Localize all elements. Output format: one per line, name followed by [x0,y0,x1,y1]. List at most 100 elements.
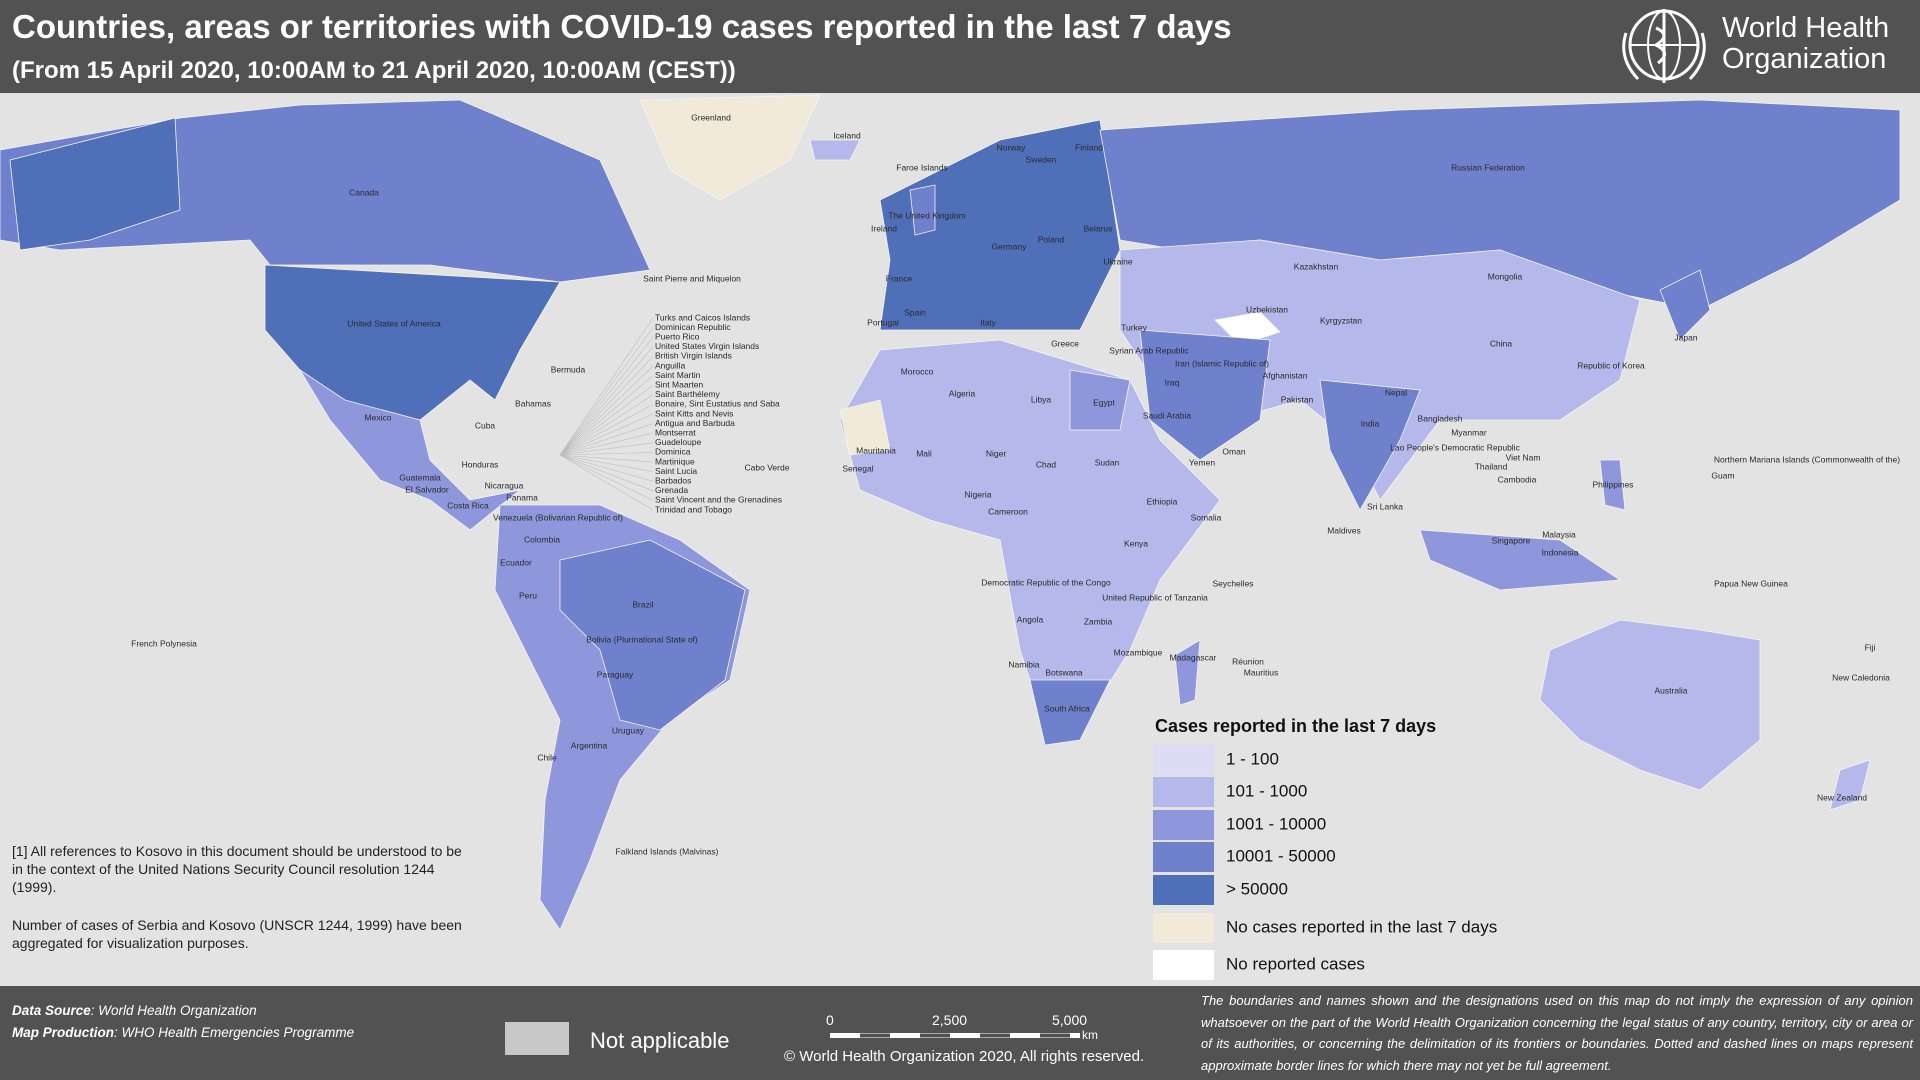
country-label: Bangladesh [1418,413,1463,423]
country-label: Finland [1075,142,1103,152]
country-label: Iran (Islamic Republic of) [1175,358,1269,368]
legend-swatch [1153,913,1214,943]
scale-label: 5,000 [1052,1012,1088,1028]
leader-line [559,442,654,456]
leader-line [559,365,654,456]
country-label: Saint Martin [655,370,701,380]
country-label: Cabo Verde [745,462,790,472]
country-label: Republic of Korea [1577,360,1645,370]
country-label: Panama [506,492,538,502]
country-label: Nicaragua [485,480,524,490]
country-label: Bonaire, Sint Eustatius and Saba [655,399,780,409]
legend-label: 101 - 1000 [1226,781,1307,800]
country-label: Mauritius [1244,667,1278,677]
country-label: Guadeloupe [655,437,702,447]
leader-line [559,356,654,456]
country-label: Colombia [524,534,560,544]
country-label: Portugal [867,317,899,327]
country-label: South Africa [1044,703,1090,713]
country-label: Nepal [1385,387,1407,397]
country-label: New Caledonia [1832,672,1890,682]
country-label: United States Virgin Islands [655,341,759,351]
legend-swatch [1153,777,1214,807]
legend-title: Cases reported in the last 7 days [1155,716,1436,736]
country-label: Somalia [1191,512,1222,522]
country-label: Seychelles [1212,578,1253,588]
leader-line [559,454,654,482]
country-label: Sudan [1095,457,1120,467]
country-label: Iceland [833,130,861,140]
copyright: © World Health Organization 2020, All ri… [784,1048,1145,1065]
country-label: Mongolia [1488,271,1523,281]
legend-label: 10001 - 50000 [1226,846,1336,865]
header-bar: Countries, areas or territories with COV… [0,0,1920,93]
country-label: Puerto Rico [655,331,700,341]
country-label: Spain [904,307,926,317]
country-label: Maldives [1327,525,1361,535]
scale-bar [830,1033,1080,1038]
country-label: Fiji [1865,642,1876,652]
leader-line [559,327,654,456]
country-label: Guam [1711,470,1734,480]
legend-label: 1 - 100 [1226,749,1279,768]
country-label: Iraq [1165,377,1180,387]
country-label: Ethiopia [1147,496,1178,506]
country-label: Egypt [1093,397,1115,407]
country-label: Dominica [655,447,691,457]
country-label: Mali [916,448,932,458]
leader-line [559,423,654,456]
country-label: Papua New Guinea [1714,578,1788,588]
map-production-value: : WHO Health Emergencies Programme [114,1025,355,1040]
country-label: Australia [1654,685,1687,695]
not-applicable-swatch [505,1022,569,1055]
subtitle: (From 15 April 2020, 10:00AM to 21 April… [12,57,736,84]
legend-swatch [1153,875,1214,905]
country-label: Sri Lanka [1367,501,1403,511]
country-label: Réunion [1232,656,1264,666]
country-label: Mozambique [1114,647,1163,657]
logo-text: Organization [1722,43,1887,75]
country-label: Belarus [1084,223,1113,233]
legend-label: No cases reported in the last 7 days [1226,917,1497,936]
country-label: Saint Vincent and the Grenadines [655,495,782,505]
country-label: Angola [1017,614,1044,624]
country-label: Afghanistan [1263,370,1308,380]
country-label: El Salvador [405,484,449,494]
country-label: Canada [349,187,379,197]
country-label: Chile [537,752,557,762]
country-label: Cuba [475,420,496,430]
country-label: Turks and Caicos Islands [655,312,750,322]
leader-line [559,375,654,456]
country-label: Costa Rica [447,500,489,510]
country-label: Morocco [901,366,934,376]
who-emblem [1622,9,1706,83]
leader-line [559,404,654,456]
leader-line [559,454,654,511]
leader-line [559,317,654,456]
data-source: Data Source: World Health Organization [12,1003,257,1018]
country-label: Indonesia [1542,547,1579,557]
country-label: Syrian Arab Republic [1109,345,1189,355]
country-label: Trinidad and Tobago [655,504,732,514]
country-label: French Polynesia [131,638,197,648]
leader-line [559,346,654,456]
country-label: Saint Kitts and Nevis [655,408,733,418]
country-label: Montserrat [655,427,696,437]
country-label: Venezuela (Bolivarian Republic of) [493,512,623,522]
country-label: Argentina [571,740,608,750]
country-label: Greece [1051,338,1079,348]
country-label: Philippines [1592,479,1633,489]
country-label: Madagascar [1170,652,1217,662]
country-label: British Virgin Islands [655,351,732,361]
country-label: Martinique [655,456,695,466]
country-label: Niger [986,448,1006,458]
country-label: Nigeria [965,489,992,499]
disclaimer: The boundaries and names shown and the d… [1201,993,1913,1073]
country-label: Honduras [462,459,499,469]
land [0,94,1901,931]
map-production-label: Map Production [12,1025,114,1040]
country-label: Russian Federation [1451,162,1525,172]
country-label: Cameroon [988,506,1028,516]
country-label: Zambia [1084,616,1113,626]
